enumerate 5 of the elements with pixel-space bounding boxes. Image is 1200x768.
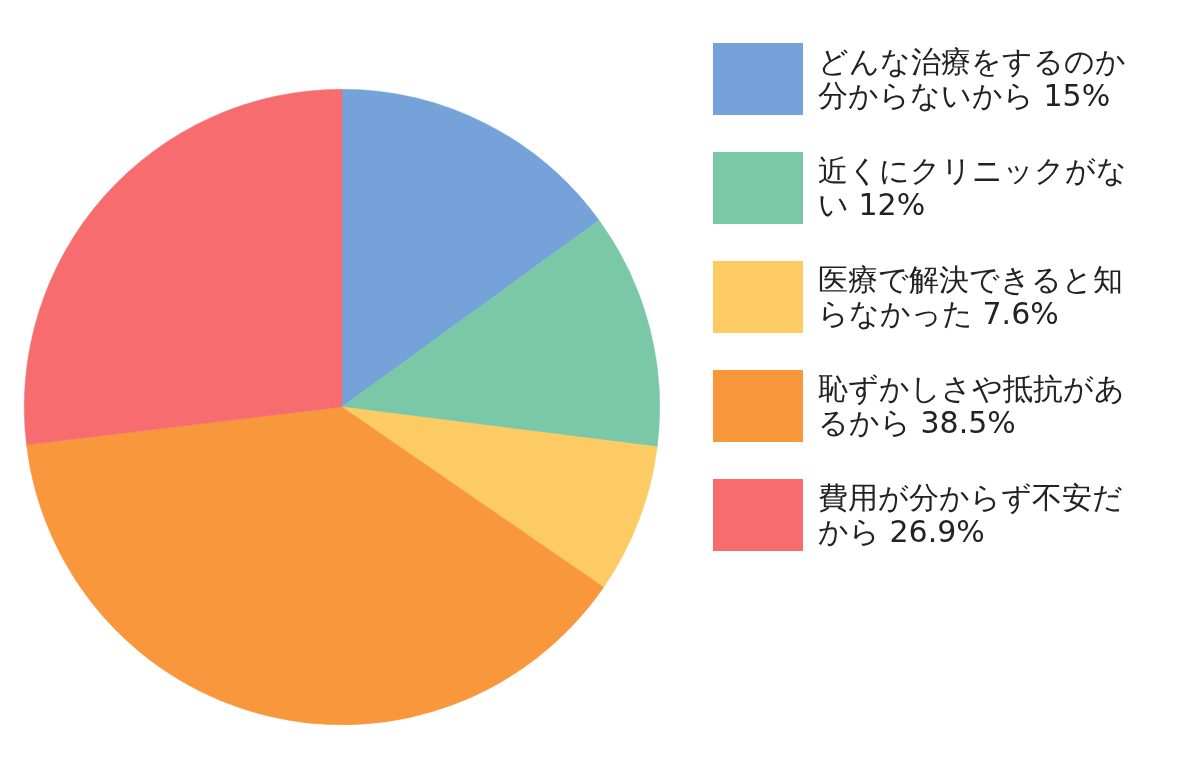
legend-label: 費用が分からず不安だから 26.9% <box>818 480 1124 549</box>
legend-label: 医療で解決できると知らなかった 7.6% <box>818 262 1124 331</box>
legend-label: 近くにクリニックがない 12% <box>818 153 1128 222</box>
legend-label: 恥ずかしさや抵抗があるから 38.5% <box>818 371 1126 440</box>
legend-label: どんな治療をするのか分からないから 15% <box>818 44 1127 113</box>
